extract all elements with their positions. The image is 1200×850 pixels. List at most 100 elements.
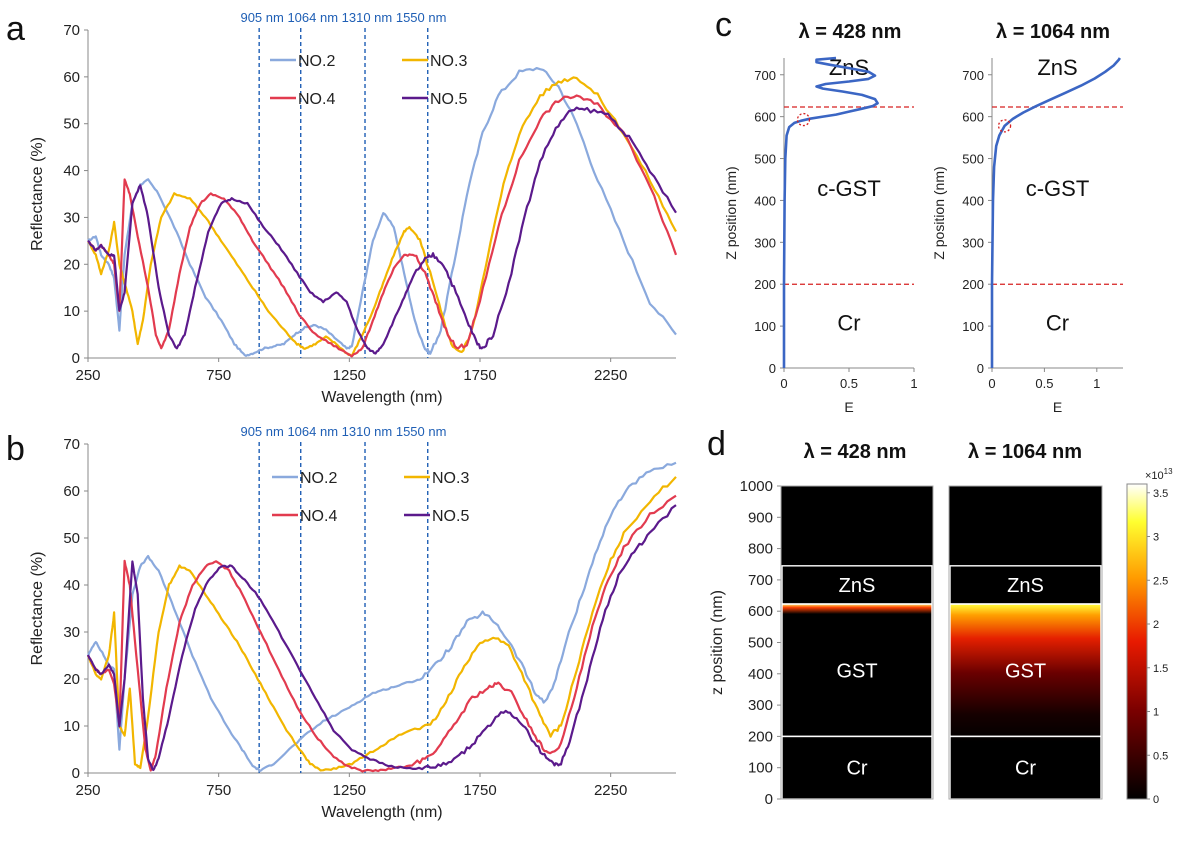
efield-x-tick-label: 0.5 (1035, 376, 1053, 391)
legend-label: NO.3 (432, 470, 469, 487)
x-tick-label: 1250 (333, 782, 366, 799)
map-y-tick-label: 900 (748, 509, 773, 526)
y-tick-label: 20 (63, 256, 80, 273)
efield-title: λ = 1064 nm (996, 21, 1110, 43)
x-tick-label: 2250 (594, 782, 627, 799)
series-line-no5 (87, 106, 677, 355)
colorbar-tick-label: 3 (1153, 532, 1159, 544)
colorbar-tick-label: 0.5 (1153, 750, 1168, 762)
efield-y-tick-label: 100 (962, 319, 984, 334)
series-line-no3 (87, 476, 677, 772)
map-y-axis-label: z position (nm) (709, 590, 726, 695)
series-line-no2 (87, 67, 677, 357)
y-axis-label: Reflectance (%) (29, 552, 46, 666)
efield-x-tick-label: 0 (988, 376, 995, 391)
efield-curve (990, 57, 1121, 368)
map-y-tick-label: 300 (748, 697, 773, 714)
map-y-tick-label: 600 (748, 603, 773, 620)
panel-letter-b: b (6, 430, 25, 468)
wavelength-marker-labels: 905 nm 1064 nm 1310 nm 1550 nm (240, 10, 446, 25)
efield-x-tick-label: 1 (910, 376, 917, 391)
series-line-no4 (87, 494, 677, 773)
y-tick-label: 0 (72, 350, 80, 367)
x-tick-label: 250 (75, 367, 100, 384)
colorbar-tick-label: 2.5 (1153, 575, 1168, 587)
efield-y-tick-label: 200 (754, 277, 776, 292)
y-tick-label: 50 (63, 530, 80, 547)
map-title: λ = 1064 nm (968, 441, 1082, 463)
efield-x-tick-label: 0.5 (840, 376, 858, 391)
efield-y-tick-label: 700 (962, 68, 984, 83)
y-tick-label: 70 (63, 436, 80, 453)
y-tick-label: 10 (63, 718, 80, 735)
map-y-tick-label: 200 (748, 728, 773, 745)
map-y-tick-label: 400 (748, 666, 773, 683)
efield-y-tick-label: 0 (769, 361, 776, 376)
efield-y-tick-label: 500 (754, 152, 776, 167)
wavelength-marker-labels: 905 nm 1064 nm 1310 nm 1550 nm (240, 424, 446, 439)
map-layer-label: Cr (1015, 758, 1036, 780)
highlight-circle (796, 112, 811, 127)
efield-y-tick-label: 100 (754, 319, 776, 334)
x-tick-label: 1750 (463, 782, 496, 799)
map-layer-label: ZnS (839, 575, 876, 597)
y-axis-label: Reflectance (%) (29, 137, 46, 251)
map-y-tick-label: 0 (765, 791, 773, 808)
efield-y-tick-label: 400 (962, 193, 984, 208)
field-map-background (781, 486, 933, 799)
y-tick-label: 40 (63, 163, 80, 180)
map-title: λ = 428 nm (804, 441, 907, 463)
colorbar-tick-label: 2 (1153, 619, 1159, 631)
x-tick-label: 2250 (594, 367, 627, 384)
y-tick-label: 70 (63, 22, 80, 39)
highlight-circle (997, 119, 1012, 133)
field-hotspot (781, 604, 933, 615)
series-line-no3 (87, 76, 677, 357)
layer-label: Cr (1046, 310, 1069, 335)
map-y-tick-label: 100 (748, 760, 773, 777)
map-layer-label: Cr (846, 758, 867, 780)
map-y-tick-label: 500 (748, 635, 773, 652)
panel-letter-a: a (6, 10, 25, 48)
colorbar-tick-label: 0 (1153, 794, 1159, 806)
field-map-frame (948, 485, 1103, 800)
efield-y-tick-label: 700 (754, 68, 776, 83)
x-tick-label: 750 (206, 367, 231, 384)
legend-label: NO.4 (298, 91, 335, 108)
series-line-no4 (87, 94, 678, 358)
legend-label: NO.3 (430, 53, 467, 70)
chart-d: 0 100 200 300 400 500 600 700 800 900 1000 z positi… (709, 441, 1173, 808)
layer-label: ZnS (1037, 55, 1077, 80)
y-tick-label: 60 (63, 483, 80, 500)
colorbar-tick-label: 1 (1153, 707, 1159, 719)
map-layer-label: ZnS (1007, 575, 1044, 597)
colorbar (1126, 483, 1148, 800)
efield-x-axis-label: E (844, 399, 853, 415)
efield-y-tick-label: 300 (962, 235, 984, 250)
chart-a: 0 10 20 30 40 50 60 70 250 750 1250 1750 2250 Wavelen… (29, 10, 678, 406)
y-tick-label: 10 (63, 303, 80, 320)
y-tick-label: 40 (63, 577, 80, 594)
map-layer-label: GST (836, 661, 877, 683)
legend-label: NO.4 (300, 508, 337, 525)
layer-label: Cr (837, 310, 860, 335)
map-y-tick-label: 1000 (740, 478, 773, 495)
y-tick-label: 30 (63, 209, 80, 226)
chart-b: 0 10 20 30 40 50 60 70 250 750 1250 1750 2250 Wavelen… (29, 424, 677, 821)
panel-letter-c: c (715, 6, 732, 44)
field-hotspot (949, 604, 1102, 742)
colorbar-tick-label: 1.5 (1153, 663, 1168, 675)
map-y-tick-label: 700 (748, 572, 773, 589)
x-tick-label: 750 (206, 782, 231, 799)
x-tick-label: 1250 (333, 367, 366, 384)
map-y-tick-label: 800 (748, 541, 773, 558)
layer-label: c-GST (817, 176, 881, 201)
x-tick-label: 1750 (463, 367, 496, 384)
panel-letter-d: d (707, 425, 726, 463)
efield-y-tick-label: 300 (754, 235, 776, 250)
x-tick-label: 250 (75, 782, 100, 799)
y-tick-label: 20 (63, 671, 80, 688)
legend-label: NO.2 (300, 470, 337, 487)
efield-y-axis-label: Z position (nm) (723, 166, 739, 259)
legend-label: NO.2 (298, 53, 335, 70)
